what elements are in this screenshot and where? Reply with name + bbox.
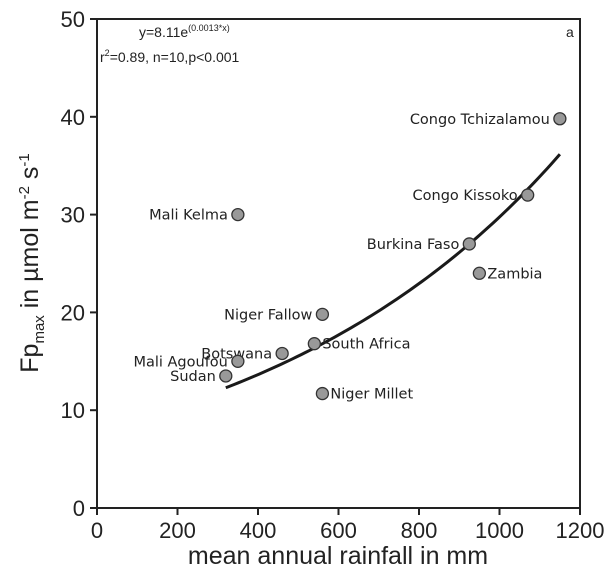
point-label: Mali Agoufou: [133, 354, 227, 370]
data-point: [231, 354, 245, 368]
data-point: [462, 237, 476, 251]
fit-statistics: r2=0.89, n=10,p<0.001: [100, 48, 240, 65]
point-label: Mali Kelma: [149, 208, 228, 224]
x-tick-label: 200: [159, 518, 196, 543]
y-tick-label: 40: [61, 105, 85, 130]
point-label: Botswana: [201, 346, 272, 362]
x-tick-label: 400: [240, 518, 277, 543]
data-point: [307, 337, 322, 351]
x-tick-label: 1000: [475, 518, 524, 543]
x-tick-label: 1200: [556, 518, 605, 543]
point-label: Niger Millet: [330, 387, 413, 403]
fit-equation: y=8.11e(0.0013*x): [139, 23, 230, 40]
point-label: South Africa: [322, 337, 410, 353]
x-tick-label: 800: [401, 518, 438, 543]
panel-label: a: [566, 24, 574, 40]
y-tick-label: 0: [73, 496, 85, 521]
point-label: Sudan: [170, 369, 216, 385]
data-point: [521, 188, 535, 202]
plot-frame: [96, 18, 581, 509]
y-tick-label: 20: [61, 300, 85, 325]
point-label: Niger Fallow: [224, 307, 312, 323]
data-point: [315, 307, 330, 322]
point-label: Congo Kissoko: [413, 188, 518, 204]
x-tick-label: 0: [91, 518, 103, 543]
x-axis-title: mean annual rainfall in mm: [188, 542, 488, 570]
point-label: Burkina Faso: [367, 237, 460, 253]
point-label: Congo Tchizalamou: [410, 112, 550, 128]
data-point: [315, 386, 330, 401]
x-tick-label: 600: [320, 518, 357, 543]
y-tick-label: 30: [61, 203, 85, 228]
data-point: [472, 266, 487, 280]
data-points: Congo Tchizalamou Congo Kissoko Mali Kelma…: [133, 112, 567, 403]
x-axis-ticks: 0 200 400 600 800 1000 1200: [91, 508, 605, 543]
data-point: [231, 207, 245, 222]
data-point: [275, 346, 289, 361]
y-axis-title: Fpmax in µmol m-2 s-1: [16, 153, 48, 372]
y-tick-label: 50: [61, 7, 85, 32]
data-point: [553, 112, 567, 126]
data-point: [219, 369, 233, 383]
fit-curve: [225, 153, 562, 390]
y-axis-ticks: 0 10 20 30 40 50: [61, 7, 97, 521]
y-tick-label: 10: [61, 398, 85, 423]
point-label: Zambia: [487, 266, 542, 282]
